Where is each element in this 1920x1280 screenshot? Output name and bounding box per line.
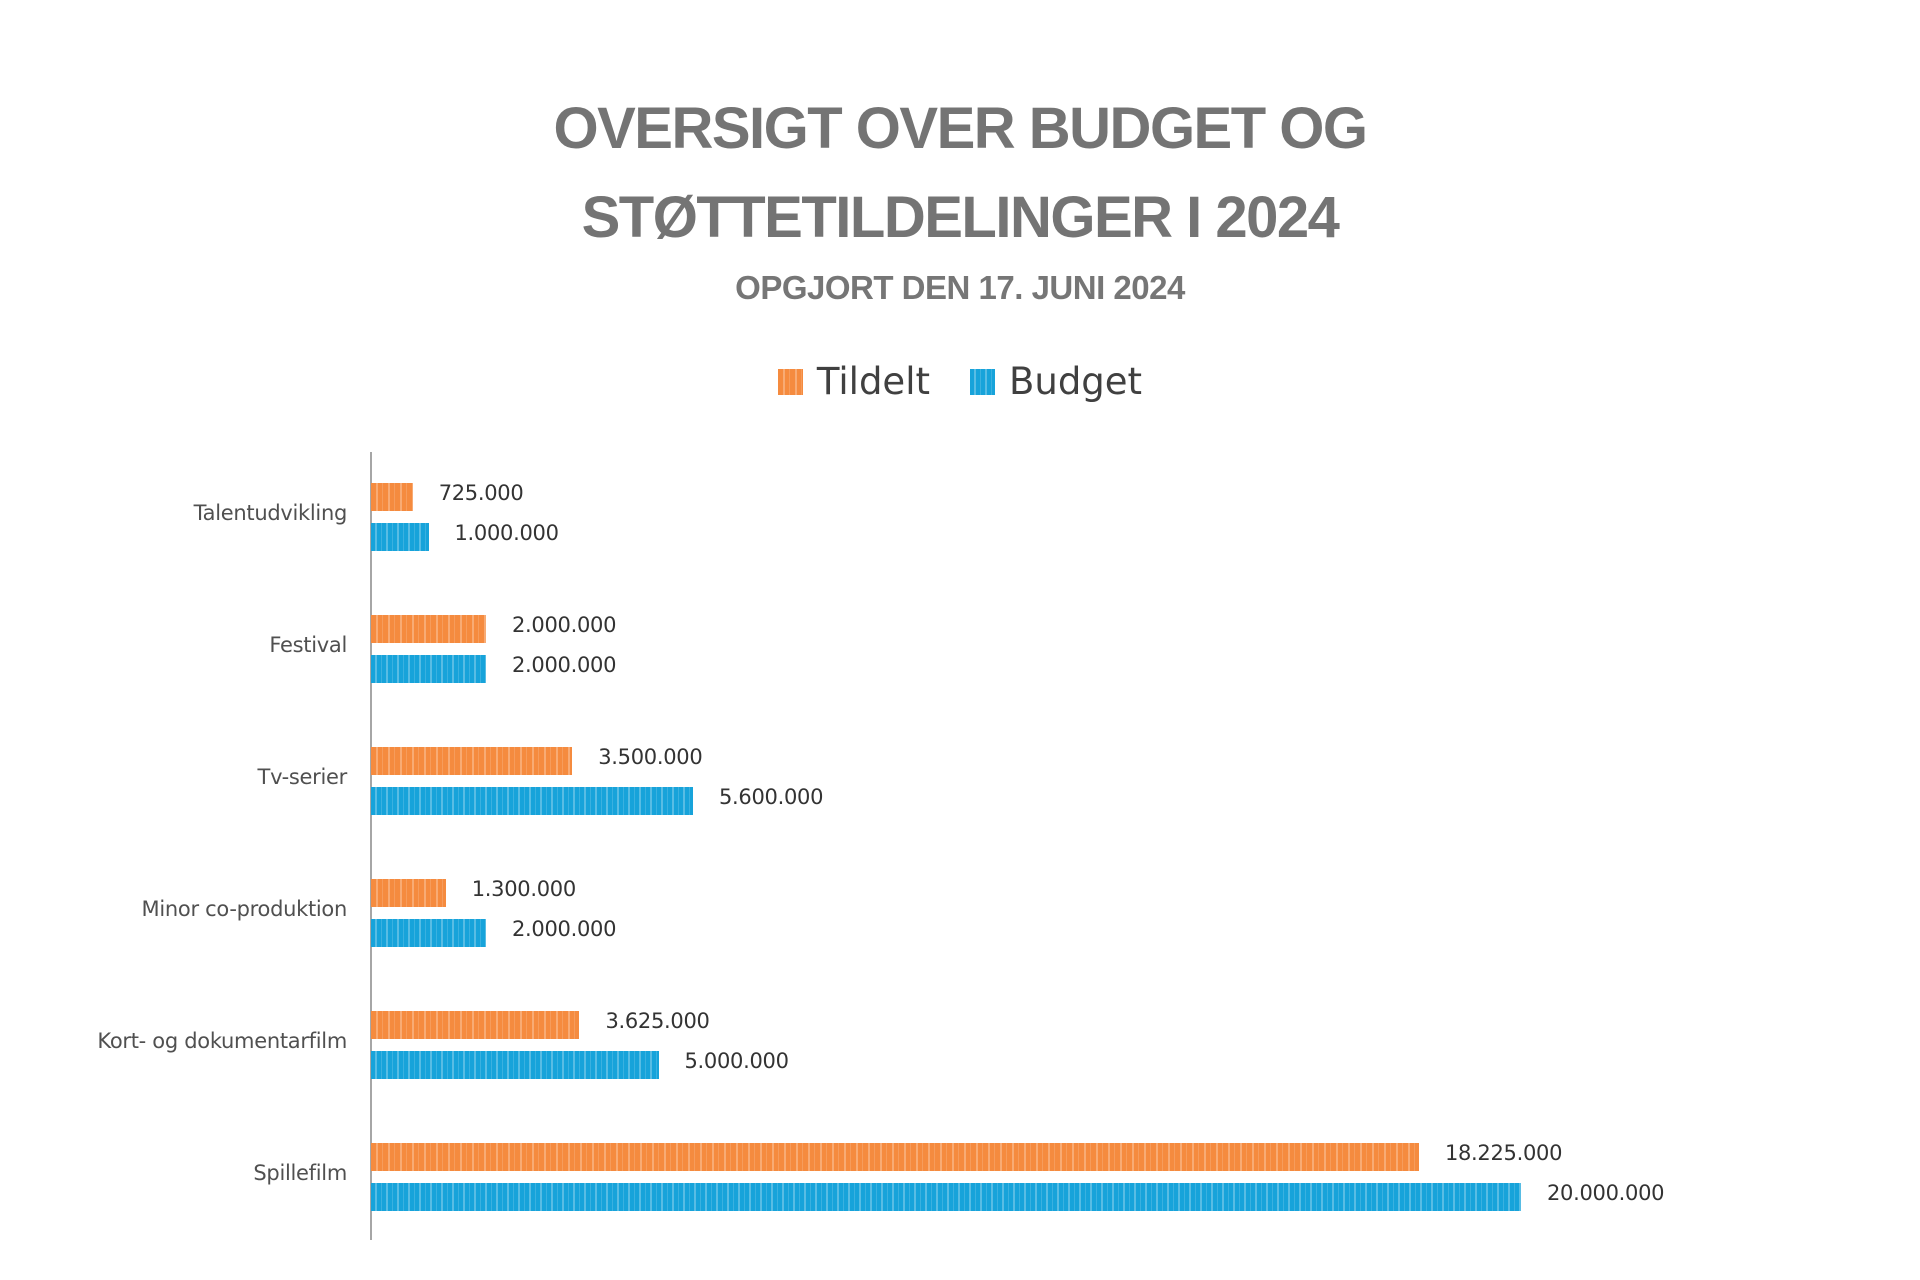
bar-budget-talentudvikling — [371, 523, 429, 551]
bar-budget-minor-co-produktion — [371, 919, 486, 947]
data-label-budget-festival: 2.000.000 — [512, 653, 617, 677]
bar-tildelt-spillefilm — [371, 1143, 1419, 1171]
orange-square-swatch-icon — [777, 368, 803, 395]
category-label-tv-serier: Tv-serier — [257, 765, 348, 789]
data-label-budget-kort-og-dokumentarfilm: 5.000.000 — [684, 1049, 789, 1073]
category-label-talentudvikling: Talentudvikling — [193, 501, 348, 525]
data-label-budget-minor-co-produktion: 2.000.000 — [512, 917, 617, 941]
chart-title-line-1: OVERSIGT OVER BUDGET OG — [553, 96, 1368, 161]
chart-subtitle: OPGJORT DEN 17. JUNI 2024 — [735, 269, 1185, 306]
blue-square-swatch-icon — [969, 368, 995, 395]
legend-item-tildelt: Tildelt — [777, 360, 930, 403]
data-label-tildelt-spillefilm: 18.225.000 — [1444, 1141, 1563, 1165]
data-label-tildelt-minor-co-produktion: 1.300.000 — [471, 877, 576, 901]
chart-title-line-2: STØTTETILDELINGER I 2024 — [581, 185, 1340, 250]
data-label-tildelt-talentudvikling: 725.000 — [438, 481, 524, 505]
category-label-minor-co-produktion: Minor co-produktion — [141, 897, 348, 921]
category-axis-line — [370, 452, 372, 1240]
legend-item-budget: Budget — [969, 360, 1143, 403]
category-label-spillefilm: Spillefilm — [253, 1161, 347, 1185]
bar-budget-spillefilm — [371, 1183, 1521, 1211]
data-label-tildelt-tv-serier: 3.500.000 — [598, 745, 703, 769]
data-label-tildelt-festival: 2.000.000 — [512, 613, 617, 637]
legend-label-budget: Budget — [1008, 360, 1143, 403]
category-label-festival: Festival — [269, 633, 347, 657]
bar-tildelt-minor-co-produktion — [371, 879, 446, 907]
category-label-kort-og-dokumentarfilm: Kort- og dokumentarfilm — [97, 1029, 347, 1053]
data-label-budget-spillefilm: 20.000.000 — [1547, 1181, 1665, 1205]
bar-tildelt-tv-serier — [371, 747, 573, 775]
data-label-budget-talentudvikling: 1.000.000 — [454, 521, 559, 545]
legend-label-tildelt: Tildelt — [816, 360, 930, 403]
bar-budget-kort-og-dokumentarfilm — [371, 1051, 659, 1079]
bar-budget-festival — [371, 655, 486, 683]
data-label-budget-tv-serier: 5.600.000 — [719, 785, 824, 809]
bar-tildelt-talentudvikling — [371, 483, 413, 511]
bar-tildelt-festival — [371, 615, 486, 643]
bar-budget-tv-serier — [371, 787, 693, 815]
bar-tildelt-kort-og-dokumentarfilm — [371, 1011, 580, 1039]
chart-legend: Tildelt Budget — [0, 360, 1920, 403]
data-label-tildelt-kort-og-dokumentarfilm: 3.625.000 — [605, 1009, 710, 1033]
